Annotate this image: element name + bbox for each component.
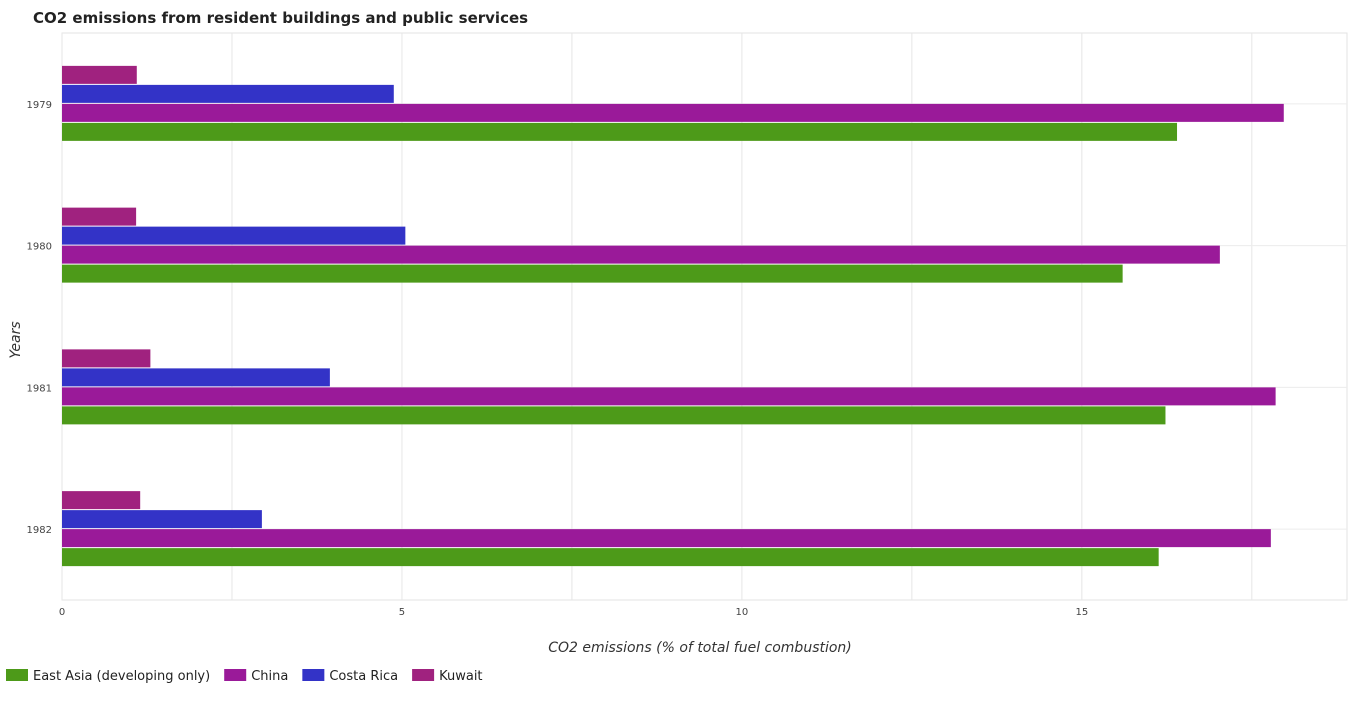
bar-east-asia-developing-only-1979	[62, 122, 1178, 141]
y-axis-label: Years	[8, 321, 24, 358]
x-tick-label: 5	[399, 607, 405, 618]
legend-label: East Asia (developing only)	[33, 669, 210, 684]
bar-kuwait-1980	[62, 207, 137, 226]
bar-kuwait-1979	[62, 65, 137, 84]
bar-east-asia-developing-only-1980	[62, 264, 1123, 283]
axes: 0 5 10 15 1979 1980 1981 1982	[27, 100, 1089, 618]
bar-china-1982	[62, 529, 1271, 548]
bar-kuwait-1982	[62, 491, 141, 510]
x-tick-label: 10	[736, 607, 749, 618]
bar-east-asia-developing-only-1981	[62, 406, 1166, 425]
bar-east-asia-developing-only-1982	[62, 548, 1159, 567]
legend: East Asia (developing only) China Costa Ri…	[6, 669, 483, 684]
x-tick-label: 0	[59, 607, 65, 618]
x-tick-label: 15	[1075, 607, 1088, 618]
bar-costa-rica-1982	[62, 510, 262, 529]
bar-china-1980	[62, 245, 1220, 264]
bar-china-1979	[62, 103, 1284, 122]
x-axis-label: CO2 emissions (% of total fuel combustio…	[548, 640, 852, 656]
y-tick-label: 1980	[27, 242, 52, 253]
bar-kuwait-1981	[62, 349, 151, 368]
bar-costa-rica-1980	[62, 226, 406, 245]
y-tick-label: 1982	[27, 525, 52, 536]
bars	[62, 65, 1284, 567]
legend-label: Costa Rica	[329, 669, 398, 684]
y-tick-label: 1979	[27, 100, 52, 111]
legend-swatch	[224, 669, 247, 681]
y-tick-label: 1981	[27, 383, 52, 394]
legend-swatch	[412, 669, 435, 681]
legend-swatch	[6, 669, 28, 681]
legend-label: Kuwait	[439, 669, 482, 684]
legend-swatch	[302, 669, 325, 681]
legend-label: China	[251, 669, 288, 684]
bar-china-1981	[62, 387, 1276, 406]
bar-costa-rica-1979	[62, 84, 394, 103]
bar-costa-rica-1981	[62, 368, 330, 387]
chart-title: CO2 emissions from resident buildings an…	[33, 9, 528, 27]
